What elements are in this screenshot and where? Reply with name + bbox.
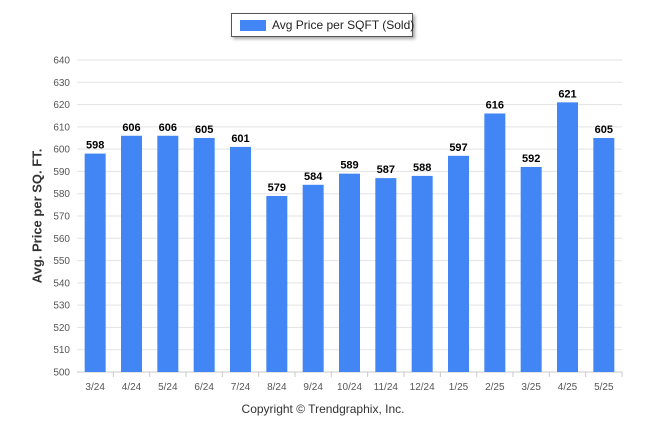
x-tick-label: 11/24 (374, 382, 399, 393)
data-label: 588 (413, 162, 431, 174)
x-tick-label: 6/24 (194, 382, 214, 393)
x-tick-label: 9/24 (303, 382, 323, 393)
x-tick-label: 8/24 (267, 382, 287, 393)
y-tick-label: 580 (53, 189, 70, 200)
y-tick-label: 500 (53, 368, 70, 379)
data-label: 584 (304, 171, 323, 183)
data-labels: 598 606 606 605 601 579 584 589 587 588 597 616 592 6… (86, 88, 613, 194)
legend-swatch (240, 20, 266, 31)
bar[interactable] (448, 155, 469, 372)
y-tick-label: 520 (53, 323, 70, 334)
y-tick-label: 540 (53, 278, 70, 289)
data-label: 605 (595, 124, 613, 136)
data-label: 589 (340, 160, 358, 172)
bar[interactable] (557, 102, 578, 372)
data-label: 601 (231, 133, 249, 145)
legend-label: Avg Price per SQFT (Sold) (272, 18, 415, 32)
bar[interactable] (375, 178, 397, 372)
bar[interactable] (484, 113, 506, 372)
bar[interactable] (84, 153, 106, 372)
bar[interactable] (339, 173, 360, 372)
y-tick-labels: 500 510 520 530 540 550 560 570 580 590 600 610 620 6… (53, 56, 70, 379)
y-tick-label: 550 (53, 256, 70, 267)
data-label: 579 (268, 182, 286, 194)
x-tick-label: 1/25 (449, 382, 469, 393)
x-tick-label: 2/25 (485, 382, 505, 393)
bar[interactable] (520, 166, 542, 372)
y-tick-label: 590 (53, 167, 70, 178)
data-label: 606 (159, 122, 177, 134)
bar[interactable] (302, 184, 324, 372)
data-label: 597 (449, 142, 467, 154)
y-tick-label: 570 (53, 212, 70, 223)
x-tick-label: 10/24 (337, 382, 362, 393)
data-label: 592 (522, 153, 540, 165)
bar[interactable] (230, 146, 251, 372)
data-label: 587 (377, 164, 395, 176)
bar[interactable] (593, 138, 615, 372)
y-tick-label: 640 (53, 56, 70, 67)
x-tick-label: 3/25 (521, 382, 541, 393)
y-tick-label: 560 (53, 234, 70, 245)
y-tick-label: 620 (53, 100, 70, 111)
y-tick-label: 510 (53, 345, 70, 356)
x-tick-label: 3/24 (85, 382, 105, 393)
x-tick-label: 4/25 (558, 382, 578, 393)
bar[interactable] (411, 175, 433, 372)
data-label: 605 (195, 124, 213, 136)
x-tick-label: 12/24 (410, 382, 435, 393)
data-label: 621 (558, 88, 576, 100)
x-tick-labels: 3/24 4/24 5/24 6/24 7/24 8/24 9/24 10/24 11/24 12… (85, 382, 614, 393)
legend[interactable]: Avg Price per SQFT (Sold) (231, 13, 415, 37)
y-tick-label: 600 (53, 145, 70, 156)
copyright: Copyright © Trendgraphix, Inc. (241, 402, 405, 416)
bar[interactable] (266, 195, 288, 372)
y-tick-label: 610 (53, 122, 70, 133)
x-tick-label: 7/24 (231, 382, 251, 393)
y-tick-label: 530 (53, 301, 70, 312)
data-label: 598 (86, 140, 104, 152)
bar[interactable] (157, 135, 179, 372)
data-label: 616 (486, 99, 504, 111)
bar[interactable] (121, 135, 142, 372)
x-tick-label: 4/24 (122, 382, 142, 393)
y-tick-label: 630 (53, 78, 70, 89)
x-tick-label: 5/24 (158, 382, 178, 393)
bar[interactable] (193, 138, 215, 372)
bars (84, 102, 615, 372)
data-label: 606 (122, 122, 140, 134)
x-tick-label: 5/25 (594, 382, 614, 393)
